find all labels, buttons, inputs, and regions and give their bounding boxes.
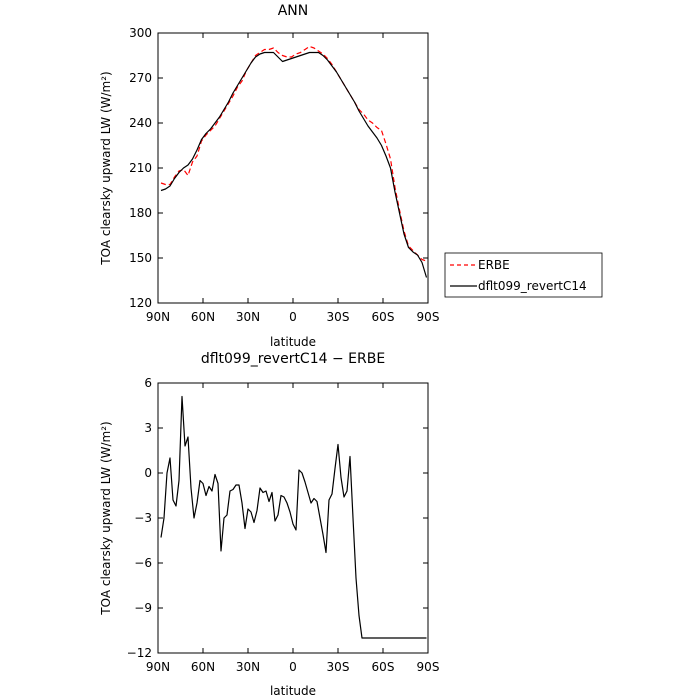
x-tick-label: 60S	[372, 660, 395, 674]
top-chart-series	[160, 45, 428, 278]
y-tick-label: 210	[129, 161, 152, 175]
x-tick-label: 30N	[236, 310, 260, 324]
bottom-chart-y-axis-label: TOA clearsky upward LW (W/m²)	[99, 421, 113, 615]
top-chart-ticks: 90N 60N 30N 0 30S 60S 90S 120 150 180 210 240 270 300	[129, 26, 439, 324]
bottom-chart-title: dflt099_revertC14 − ERBE	[201, 351, 385, 367]
x-tick-label: 90N	[146, 660, 170, 674]
x-tick-label: 60N	[191, 660, 215, 674]
top-chart-frame	[157, 32, 429, 304]
y-tick-label: 0	[144, 466, 152, 480]
x-tick-label: 30S	[327, 660, 350, 674]
series-line-diff-0	[160, 395, 427, 639]
x-tick-label: 90S	[417, 660, 440, 674]
y-tick-label: 240	[129, 116, 152, 130]
y-tick-label: −9	[134, 601, 152, 615]
legend-box	[444, 252, 603, 298]
x-tick-label: 90N	[146, 310, 170, 324]
legend-erbe-label: ERBE	[478, 258, 510, 272]
y-tick-label: 3	[144, 421, 152, 435]
x-tick-label: 90S	[417, 310, 440, 324]
top-chart-y-axis-label: TOA clearsky upward LW (W/m²)	[99, 71, 113, 265]
x-tick-label: 60N	[191, 310, 215, 324]
panel-top-annual-lw: ANN TOA clearsky upward LW (W/m²) latitu…	[99, 3, 439, 349]
bottom-chart-series	[160, 395, 427, 639]
y-tick-label: 120	[129, 296, 152, 310]
y-tick-label: 180	[129, 206, 152, 220]
x-tick-label: 30S	[327, 310, 350, 324]
series-line-erbe	[160, 45, 427, 262]
legend-model-label: dflt099_revertC14	[478, 279, 587, 293]
x-tick-label: 60S	[372, 310, 395, 324]
y-tick-label: −6	[134, 556, 152, 570]
top-chart-title: ANN	[278, 3, 309, 19]
y-tick-label: −12	[127, 646, 152, 660]
bottom-chart-x-axis-label: latitude	[270, 684, 316, 698]
top-chart-x-axis-label: latitude	[270, 335, 316, 349]
x-tick-label: 0	[289, 660, 297, 674]
y-tick-label: 6	[144, 376, 152, 390]
x-tick-label: 0	[289, 310, 297, 324]
bottom-chart-ticks: 90N 60N 30N 0 30S 60S 90S −12 −9 −6 −3 0 3 6	[127, 376, 440, 674]
y-tick-label: −3	[134, 511, 152, 525]
y-tick-label: 150	[129, 251, 152, 265]
bottom-chart-frame	[157, 382, 429, 654]
x-tick-label: 30N	[236, 660, 260, 674]
legend: ERBE dflt099_revertC14	[444, 252, 603, 298]
y-tick-label: 300	[129, 26, 152, 40]
y-tick-label: 270	[129, 71, 152, 85]
panel-bottom-difference: dflt099_revertC14 − ERBE TOA clearsky up…	[99, 351, 439, 698]
series-line-dflt099-revertc14	[160, 51, 428, 278]
